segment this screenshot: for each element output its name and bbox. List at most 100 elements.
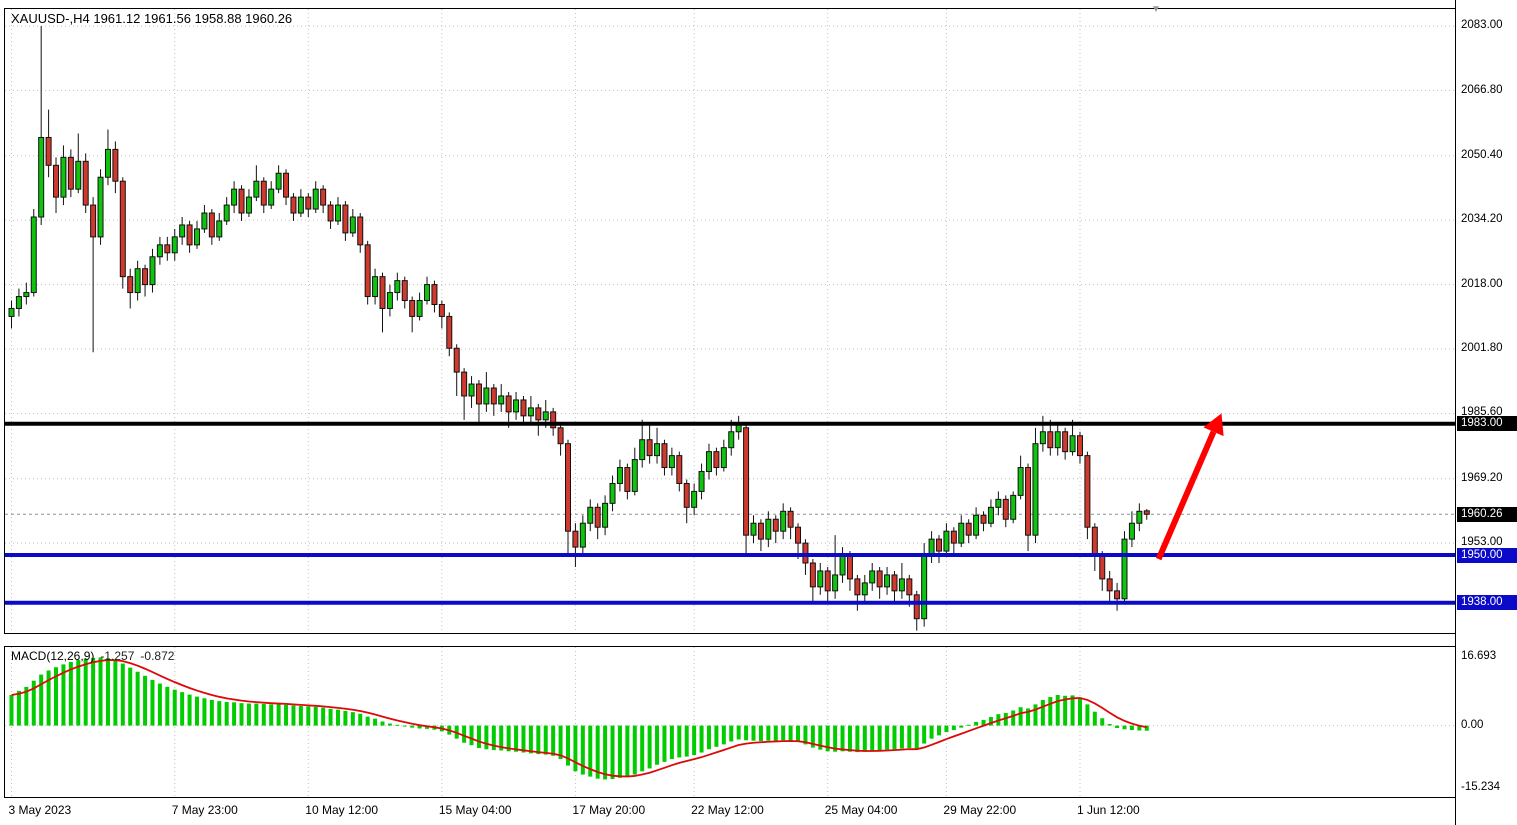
candle-body-up bbox=[97, 176, 104, 238]
macd-histogram-bar bbox=[692, 725, 697, 755]
macd-histogram-bar bbox=[558, 725, 563, 760]
candle-body-up bbox=[698, 471, 705, 492]
macd-histogram-bar bbox=[157, 683, 162, 726]
macd-histogram-bar bbox=[402, 725, 407, 727]
candle-body-up bbox=[943, 530, 950, 552]
candle-body-up bbox=[334, 204, 341, 222]
candle-body-down bbox=[327, 204, 334, 222]
candle-body-down bbox=[676, 455, 683, 484]
candle-body-up bbox=[750, 522, 757, 536]
macd-histogram-bar bbox=[573, 725, 578, 772]
macd-histogram-bar bbox=[16, 690, 21, 726]
macd-histogram-bar bbox=[543, 725, 548, 755]
macd-histogram-bar bbox=[981, 719, 986, 726]
price-level-tag: 1983.00 bbox=[1457, 416, 1517, 432]
candle-body-down bbox=[683, 482, 690, 508]
macd-histogram-bar bbox=[959, 725, 964, 728]
candle-body-down bbox=[461, 371, 468, 397]
candle-body-down bbox=[646, 439, 653, 457]
macd-chart bbox=[5, 647, 1455, 797]
candle-body-down bbox=[208, 212, 215, 238]
macd-histogram-bar bbox=[224, 701, 229, 726]
candle-body-up bbox=[483, 387, 490, 405]
price-tick-label: 2050.40 bbox=[1461, 148, 1503, 161]
candle-body-down bbox=[557, 427, 564, 445]
candle-body-up bbox=[8, 307, 15, 317]
macd-signal-value: -0.872 bbox=[140, 649, 175, 663]
candle-body-up bbox=[839, 554, 846, 576]
macd-histogram-bar bbox=[669, 725, 674, 760]
candle-body-up bbox=[1017, 467, 1024, 496]
macd-name: MACD(12,26,9) bbox=[11, 649, 95, 663]
candle-body-up bbox=[134, 268, 141, 294]
candle-body-down bbox=[1047, 431, 1054, 449]
time-tick-label: 22 May 12:00 bbox=[691, 803, 764, 817]
macd-histogram-bar bbox=[298, 706, 303, 726]
chart-shift-marker-icon[interactable]: ▼ bbox=[1151, 4, 1161, 15]
candle-body-up bbox=[720, 447, 727, 469]
macd-histogram-bar bbox=[847, 725, 852, 752]
price-tick-label: 2034.20 bbox=[1461, 213, 1503, 226]
trend-arrow-head[interactable] bbox=[1203, 413, 1224, 437]
candle-body-down bbox=[824, 570, 831, 592]
macd-histogram-bar bbox=[76, 659, 81, 726]
candle-body-up bbox=[639, 439, 646, 461]
candle-body-down bbox=[119, 180, 126, 278]
candle-body-down bbox=[1076, 435, 1083, 457]
macd-histogram-bar bbox=[410, 725, 415, 728]
candle-body-up bbox=[297, 196, 304, 214]
candle-body-up bbox=[1010, 494, 1017, 520]
macd-histogram-bar bbox=[655, 725, 660, 765]
macd-histogram-bar bbox=[796, 725, 801, 742]
macd-histogram-bar bbox=[714, 725, 719, 747]
trend-arrow[interactable] bbox=[1155, 413, 1224, 561]
candle-body-down bbox=[186, 224, 193, 246]
macd-histogram-bar bbox=[98, 657, 103, 726]
macd-histogram-bar bbox=[907, 725, 912, 749]
macd-histogram-bar bbox=[877, 725, 882, 751]
macd-histogram-bar bbox=[1129, 725, 1134, 731]
macd-histogram-bar bbox=[825, 725, 830, 752]
price-tick-label: 2018.00 bbox=[1461, 277, 1503, 290]
time-tick-label: 7 May 23:00 bbox=[171, 803, 238, 817]
macd-histogram-bar bbox=[284, 704, 289, 726]
macd-histogram-bar bbox=[1070, 695, 1075, 726]
macd-histogram-bar bbox=[254, 703, 259, 726]
macd-histogram-bar bbox=[469, 725, 474, 746]
candle-body-down bbox=[357, 216, 364, 246]
candle-body-down bbox=[535, 407, 542, 421]
candle-body-down bbox=[809, 562, 816, 588]
price-tick-label: 1985.60 bbox=[1461, 406, 1503, 419]
macd-histogram-bar bbox=[640, 725, 645, 772]
macd-histogram-bar bbox=[721, 725, 726, 745]
candle-body-down bbox=[320, 188, 327, 206]
candle-body-up bbox=[973, 514, 980, 536]
candle-body-up bbox=[817, 570, 824, 588]
candle-body-down bbox=[401, 280, 408, 302]
macd-histogram-bar bbox=[343, 710, 348, 726]
macd-histogram-bar bbox=[551, 725, 556, 756]
candle-body-up bbox=[372, 276, 379, 298]
candle-body-up bbox=[1121, 538, 1128, 600]
macd-histogram-bar bbox=[1026, 708, 1031, 726]
macd-histogram-bar bbox=[491, 725, 496, 751]
price-chart-panel[interactable]: XAUUSD-,H4 1961.12 1961.56 1958.88 1960.… bbox=[4, 4, 1456, 634]
macd-histogram-bar bbox=[944, 725, 949, 733]
trend-arrow-shaft[interactable] bbox=[1155, 430, 1217, 561]
time-axis[interactable]: 3 May 2023 7 May 23:00 10 May 12:00 15 May … bbox=[4, 801, 1456, 823]
candle-body-up bbox=[179, 224, 186, 238]
candle-body-up bbox=[884, 574, 891, 588]
candle-body-up bbox=[245, 196, 252, 214]
candle-body-up bbox=[201, 212, 208, 230]
macd-histogram-bar bbox=[1122, 725, 1127, 730]
candle-body-up bbox=[542, 411, 549, 421]
candle-body-up bbox=[23, 292, 30, 298]
macd-histogram-bar bbox=[514, 725, 519, 752]
macd-histogram-bar bbox=[91, 657, 96, 726]
macd-panel[interactable]: MACD(12,26,9) -1.257 -0.872 bbox=[4, 646, 1456, 798]
price-axis[interactable]: 2083.00 2066.80 2050.40 2034.20 2018.00 2001.… bbox=[1457, 0, 1517, 825]
macd-histogram-bar bbox=[113, 660, 118, 726]
candle-body-down bbox=[520, 399, 527, 417]
candle-body-up bbox=[587, 506, 594, 524]
candle-body-up bbox=[194, 228, 200, 246]
